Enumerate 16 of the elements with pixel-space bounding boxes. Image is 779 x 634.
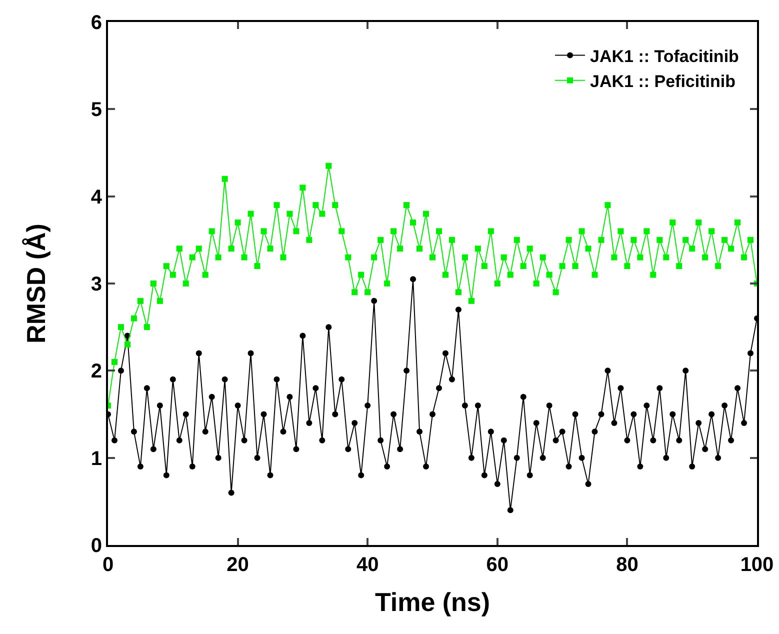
legend-label: JAK1 :: Tofacitinib — [590, 46, 739, 66]
x-tick-label: 100 — [740, 554, 774, 576]
y-tick-label: 1 — [90, 448, 102, 470]
x-tick-label: 60 — [486, 554, 509, 576]
y-axis-title: RMSD (Å) — [21, 224, 51, 344]
y-tick-label: 3 — [90, 274, 102, 296]
y-tick-label: 0 — [90, 535, 102, 557]
y-tick-label: 2 — [90, 360, 102, 383]
x-tick-label: 80 — [616, 554, 638, 576]
y-tick-label: 5 — [90, 99, 102, 122]
y-tick-label: 4 — [90, 186, 103, 208]
x-tick-label: 40 — [356, 554, 379, 576]
legend-label: JAK1 :: Peficitinib — [590, 72, 736, 91]
x-axis-title: Time (ns) — [374, 587, 490, 618]
y-tick-label: 6 — [90, 12, 102, 34]
x-tick-label: 20 — [226, 554, 249, 576]
